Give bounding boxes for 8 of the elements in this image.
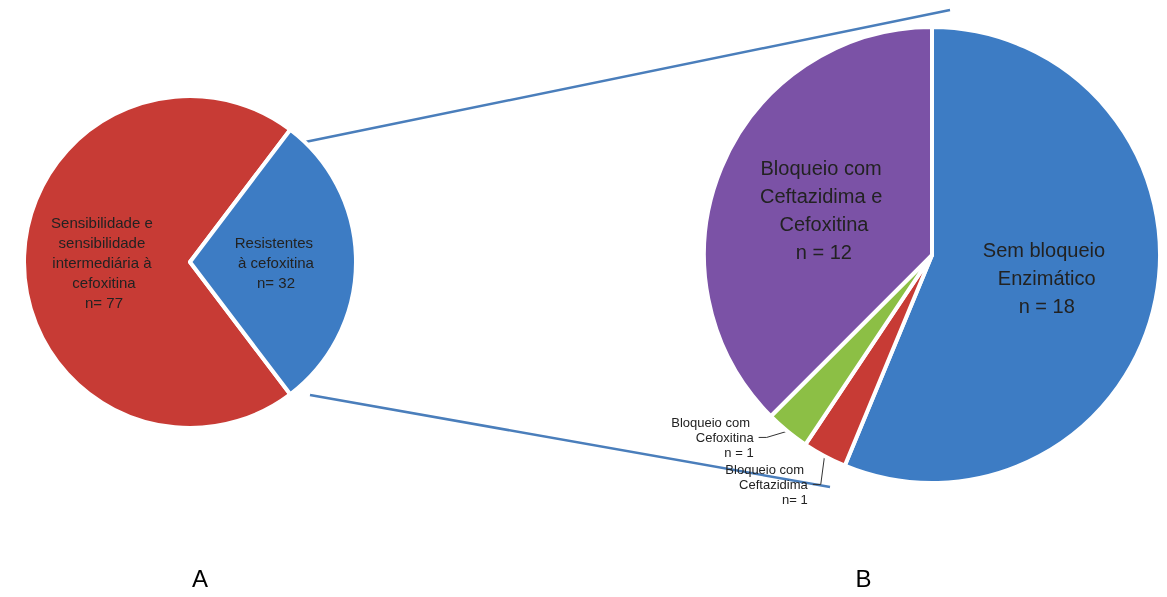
data-label: n= 77	[85, 293, 123, 311]
text: B	[855, 564, 872, 592]
data-label: n = 12	[795, 241, 852, 264]
text: A	[191, 564, 209, 592]
data-label: n = 1	[724, 444, 754, 460]
data-label: n= 32	[257, 273, 295, 291]
data-label: n= 1	[782, 491, 808, 507]
data-label: n = 18	[1018, 294, 1075, 317]
